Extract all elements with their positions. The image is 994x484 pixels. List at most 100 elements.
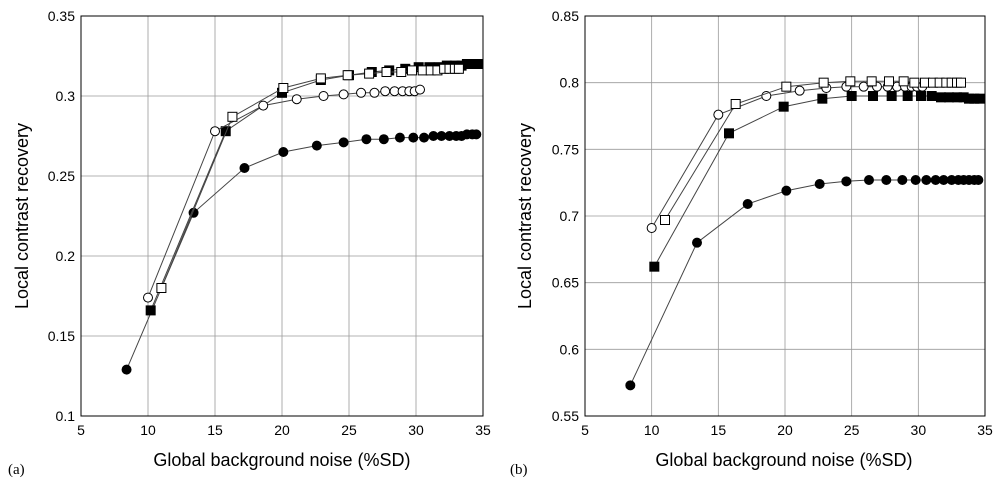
data-point-circle <box>239 163 250 173</box>
data-point-circle <box>278 147 289 157</box>
x-tick-label: 10 <box>140 422 156 438</box>
data-point-square <box>956 77 966 88</box>
x-tick-label: 10 <box>644 422 660 438</box>
plot-frame <box>80 15 484 417</box>
data-point-square <box>846 91 857 101</box>
data-point-circle <box>419 132 430 143</box>
data-point-square <box>396 67 407 77</box>
data-point-square <box>406 65 417 76</box>
data-point-square <box>649 261 660 272</box>
data-point-circle <box>841 176 852 187</box>
series-layer <box>625 76 985 391</box>
data-point-square <box>145 305 156 316</box>
x-tick-label: 30 <box>911 422 927 438</box>
data-point-square <box>278 83 289 93</box>
x-tick-label: 15 <box>711 422 727 438</box>
y-tick-label: 0.75 <box>552 141 579 157</box>
data-point-square <box>781 81 792 92</box>
data-point-square <box>886 91 897 101</box>
data-point-circle <box>408 132 419 143</box>
data-point-circle <box>794 85 805 96</box>
series-filled-circle <box>625 175 984 391</box>
y-tick-label: 0.85 <box>552 8 579 24</box>
data-point-circle <box>713 109 724 120</box>
data-point-circle <box>356 87 367 98</box>
data-point-square <box>778 101 789 112</box>
data-point-square <box>453 63 464 74</box>
y-tick-label: 0.6 <box>560 341 580 357</box>
y-tick-label: 0.55 <box>552 408 579 424</box>
chart-panel-a: 5 10 15 20 25 30 35 0.1 0.15 0.2 0.25 0.3 0.35 Glob… <box>8 8 491 478</box>
y-tick-label: 0.8 <box>560 75 580 91</box>
data-point-circle <box>121 364 132 375</box>
data-point-square <box>909 77 920 88</box>
x-tick-label: 20 <box>777 422 793 438</box>
series-filled-circle <box>121 129 482 375</box>
data-point-circle <box>338 137 349 148</box>
data-point-circle <box>380 86 391 97</box>
data-point-circle <box>881 175 892 185</box>
data-point-circle <box>471 129 482 140</box>
x-tick-label: 35 <box>475 422 491 438</box>
data-point-square <box>730 99 741 109</box>
data-point-circle <box>338 89 349 100</box>
plot-frame <box>584 15 986 417</box>
x-tick-label: 20 <box>274 422 290 438</box>
panel-label: (b) <box>510 462 528 478</box>
x-tick-label: 15 <box>207 422 223 438</box>
data-point-square <box>884 76 894 87</box>
y-tick-label: 0.35 <box>48 8 75 24</box>
data-point-circle <box>291 94 302 105</box>
data-point-square <box>926 91 937 101</box>
data-point-circle <box>378 134 389 145</box>
data-point-square <box>724 128 734 139</box>
data-point-circle <box>692 237 702 248</box>
x-tick-labels: 5 10 15 20 25 30 35 <box>581 422 993 438</box>
data-point-square <box>227 111 238 122</box>
data-point-circle <box>864 175 874 185</box>
data-point-circle <box>973 175 984 185</box>
x-tick-label: 25 <box>341 422 357 438</box>
y-tick-labels: 0.1 0.15 0.2 0.25 0.3 0.35 <box>48 8 75 424</box>
x-tick-label: 5 <box>77 422 85 438</box>
series-filled-square <box>649 91 985 272</box>
data-point-circle <box>143 292 153 303</box>
series-filled-square <box>145 59 483 316</box>
data-point-square <box>916 91 926 101</box>
chart-panel-b: 5 10 15 20 25 30 35 0.550.60.650.70.750.80.85 … <box>510 8 993 478</box>
data-point-circle <box>369 87 380 98</box>
data-point-circle <box>415 84 426 95</box>
series-open-circle <box>143 84 426 303</box>
series-open-square <box>660 76 966 225</box>
series-line <box>126 133 477 370</box>
data-point-square <box>364 68 375 79</box>
data-point-square <box>315 73 326 84</box>
data-point-square <box>845 76 856 87</box>
data-point-circle <box>781 185 792 196</box>
y-tick-label: 0.15 <box>48 328 75 344</box>
data-point-square <box>342 70 353 81</box>
data-point-circle <box>361 134 372 145</box>
data-point-circle <box>646 223 657 233</box>
y-tick-labels: 0.55 0.6 0.65 0.7 0.75 0.8 0.85 <box>552 8 579 424</box>
grid-lines <box>585 16 985 416</box>
y-axis-title: Local contrast recovery <box>515 123 535 309</box>
series-line <box>150 63 478 311</box>
data-point-square <box>866 76 877 87</box>
data-point-square <box>472 59 483 69</box>
series-line <box>147 89 421 298</box>
x-axis-title: Global background noise (%SD) <box>655 450 912 470</box>
data-point-circle <box>625 380 636 391</box>
x-tick-labels: 5 10 15 20 25 30 35 <box>77 422 491 438</box>
data-point-circle <box>742 199 753 209</box>
data-point-square <box>156 283 167 293</box>
x-tick-label: 30 <box>408 422 424 438</box>
series-open-square <box>156 63 464 293</box>
y-tick-label: 0.65 <box>552 275 579 291</box>
data-point-circle <box>761 91 772 101</box>
data-point-circle <box>210 126 220 137</box>
y-tick-label: 0.7 <box>560 208 580 224</box>
data-point-square <box>868 91 878 101</box>
y-tick-label: 0.2 <box>56 248 76 264</box>
